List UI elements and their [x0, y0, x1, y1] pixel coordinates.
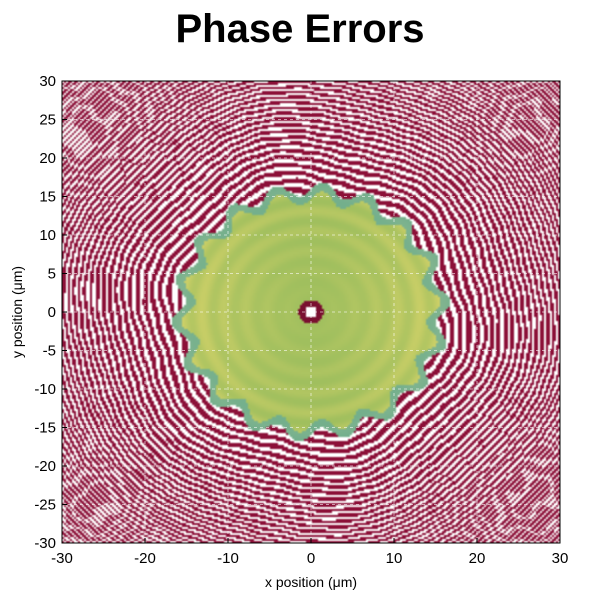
y-tick-label: 30 — [39, 73, 56, 90]
y-tick-label: -20 — [34, 458, 56, 475]
y-tick-label: 15 — [39, 189, 56, 206]
y-tick-label: -10 — [34, 381, 56, 398]
y-axis-ticks: -30 -25 -20 -15 -10 -5 0 5 10 15 20 25 30 — [34, 73, 67, 552]
y-tick-label: -15 — [34, 420, 56, 437]
x-tick-label: 10 — [386, 550, 403, 567]
y-tick-label: -25 — [34, 497, 56, 514]
x-tick-label: 30 — [552, 550, 569, 567]
y-tick-label: 10 — [39, 227, 56, 244]
x-axis-label: x position (μm) — [265, 574, 357, 590]
y-tick-label: 20 — [39, 150, 56, 167]
x-tick-label: -10 — [217, 550, 239, 567]
x-tick-label: -30 — [51, 550, 73, 567]
grid-lines — [62, 81, 560, 543]
x-tick-label: 20 — [469, 550, 486, 567]
y-tick-label: 25 — [39, 112, 56, 129]
y-axis-label: y position (μm) — [9, 266, 25, 358]
y-tick-label: 5 — [48, 266, 56, 283]
x-tick-label: -20 — [134, 550, 156, 567]
y-tick-label: 0 — [48, 304, 56, 321]
plot-area — [61, 80, 561, 544]
chart-title: Phase Errors — [175, 7, 424, 51]
y-tick-label: -30 — [34, 535, 56, 552]
x-tick-label: 0 — [307, 550, 315, 567]
x-axis-ticks: -30 -20 -10 0 10 20 30 — [51, 538, 568, 567]
y-tick-label: -5 — [43, 343, 56, 360]
